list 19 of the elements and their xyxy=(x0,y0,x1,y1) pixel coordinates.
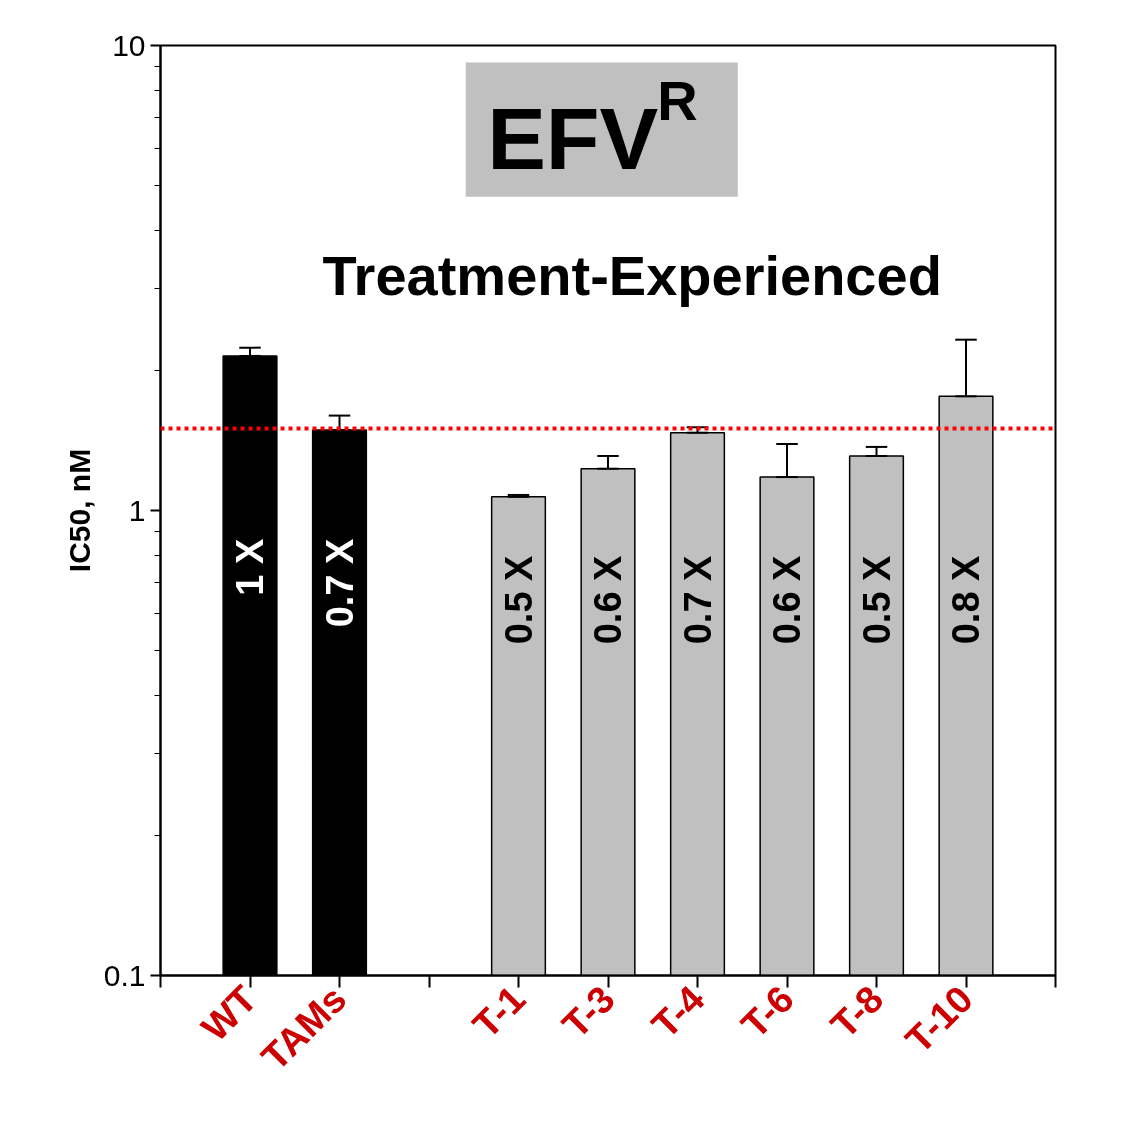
annotation: 0.6 X xyxy=(587,554,629,645)
y-tick-label: 0.1 xyxy=(103,958,146,992)
annotation: 0.5 X xyxy=(855,554,898,645)
annotation: 0.8 X xyxy=(945,554,987,645)
x-tick-label: T-3 xyxy=(554,977,623,1047)
x-tick-label: T-4 xyxy=(643,977,713,1047)
annotation: 1 X xyxy=(229,537,271,596)
annotation: 0.7 X xyxy=(318,537,361,628)
y-axis-title: IC50, nM xyxy=(62,448,96,573)
text: Treatment-Experienced xyxy=(322,244,942,308)
annotation: 0.5 X xyxy=(497,554,540,645)
x-tick-label: T-8 xyxy=(822,977,892,1047)
annotation: 0.7 X xyxy=(676,554,719,645)
x-tick-label: T-1 xyxy=(464,977,534,1047)
x-tick-label: T-10 xyxy=(897,977,981,1062)
y-tick-label: 10 xyxy=(112,28,146,62)
annotation: 0.6 X xyxy=(766,554,808,645)
x-tick-label: T-6 xyxy=(733,977,802,1047)
y-tick-label: 1 xyxy=(128,493,146,527)
